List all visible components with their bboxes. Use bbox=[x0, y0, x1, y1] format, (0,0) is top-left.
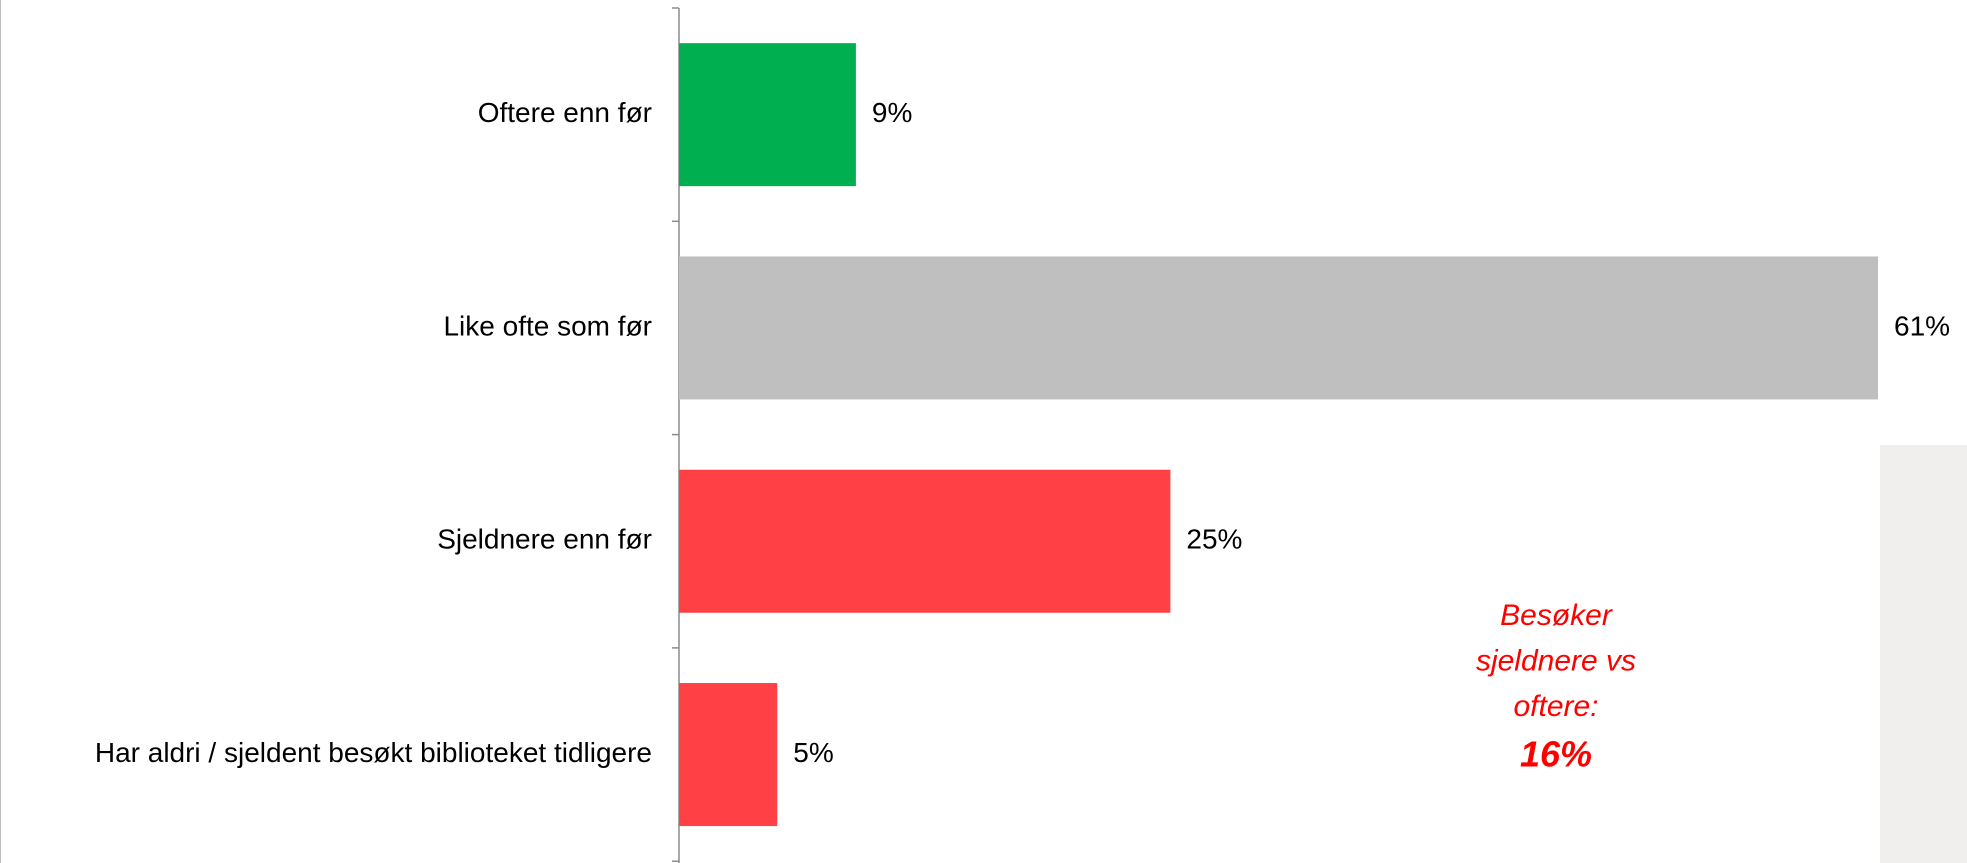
category-label: Har aldri / sjeldent besøkt biblioteket … bbox=[95, 737, 652, 768]
category-label: Like ofte som før bbox=[443, 310, 652, 341]
value-label: 25% bbox=[1186, 524, 1242, 555]
bar bbox=[679, 469, 1171, 613]
value-label: 9% bbox=[872, 97, 912, 128]
annotation-highlight: 16% bbox=[1520, 734, 1592, 775]
value-label: 5% bbox=[793, 737, 833, 768]
bar bbox=[679, 256, 1878, 400]
photo-placeholder bbox=[1880, 445, 1967, 863]
value-label: 61% bbox=[1894, 310, 1950, 341]
annotation-text: Besøker bbox=[1500, 599, 1613, 632]
category-label: Oftere enn før bbox=[478, 97, 652, 128]
annotation-text: sjeldnere vs bbox=[1476, 644, 1636, 677]
category-label: Sjeldnere enn før bbox=[437, 524, 652, 555]
bar bbox=[679, 43, 856, 187]
annotation-text: oftere: bbox=[1513, 690, 1598, 723]
bar bbox=[679, 683, 778, 827]
